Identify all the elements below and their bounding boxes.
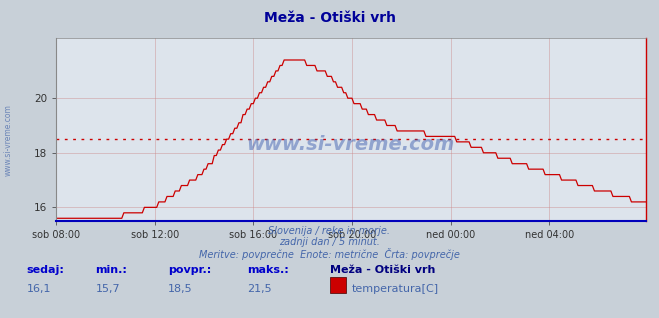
Text: zadnji dan / 5 minut.: zadnji dan / 5 minut. (279, 237, 380, 247)
Text: Meža - Otiški vrh: Meža - Otiški vrh (330, 265, 435, 275)
Text: www.si-vreme.com: www.si-vreme.com (3, 104, 13, 176)
Text: Slovenija / reke in morje.: Slovenija / reke in morje. (268, 226, 391, 236)
Text: www.si-vreme.com: www.si-vreme.com (246, 135, 455, 154)
Text: sedaj:: sedaj: (26, 265, 64, 275)
Text: povpr.:: povpr.: (168, 265, 212, 275)
Text: Meritve: povprečne  Enote: metrične  Črta: povprečje: Meritve: povprečne Enote: metrične Črta:… (199, 248, 460, 260)
Text: min.:: min.: (96, 265, 127, 275)
Text: maks.:: maks.: (247, 265, 289, 275)
Text: 21,5: 21,5 (247, 284, 272, 294)
Text: Meža - Otiški vrh: Meža - Otiški vrh (264, 11, 395, 25)
Text: 16,1: 16,1 (26, 284, 51, 294)
Text: 18,5: 18,5 (168, 284, 192, 294)
Text: 15,7: 15,7 (96, 284, 120, 294)
Text: temperatura[C]: temperatura[C] (351, 284, 438, 294)
